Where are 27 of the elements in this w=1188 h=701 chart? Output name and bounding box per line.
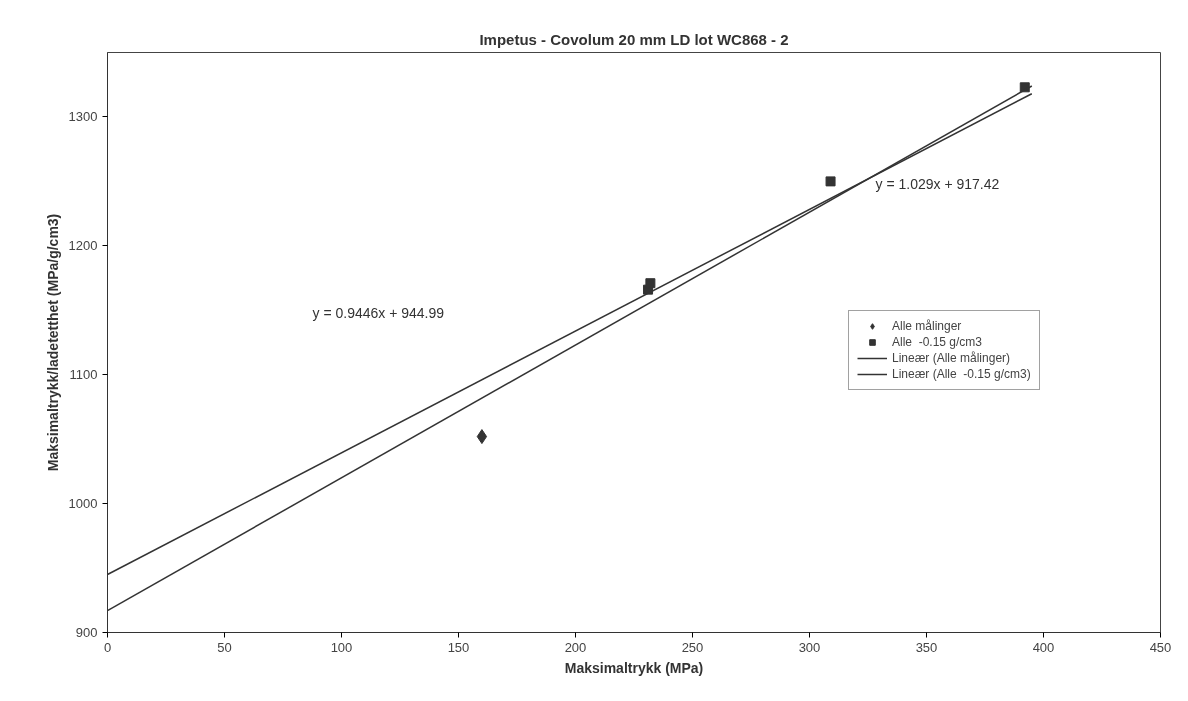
point <box>645 278 656 289</box>
x-tick-label: 250 <box>681 639 704 655</box>
y-tick-label: 1200 <box>68 238 98 254</box>
x-axis-title: Maksimaltrykk (MPa) <box>564 659 704 676</box>
legend-label: Lineær (Alle målinger) <box>892 351 1011 365</box>
annotation: y = 0.9446x + 944.99 <box>312 304 445 321</box>
x-tick-label: 100 <box>330 639 353 655</box>
x-tick-label: 350 <box>915 639 938 655</box>
chart-title: Impetus - Covolum 20 mm LD lot WC868 - 2 <box>479 30 789 48</box>
x-tick-label: 400 <box>1032 639 1055 655</box>
x-tick-label: 50 <box>217 639 232 655</box>
legend-label: Alle -0.15 g/cm3 <box>892 335 983 349</box>
legend-label: Lineær (Alle -0.15 g/cm3) <box>892 367 1031 381</box>
y-tick-label: 1000 <box>68 496 98 512</box>
point <box>825 176 836 187</box>
x-tick-label: 0 <box>103 639 112 655</box>
y-tick-label: 1100 <box>69 367 98 383</box>
x-tick-label: 450 <box>1149 639 1172 655</box>
x-tick-label: 200 <box>564 639 587 655</box>
y-axis-title: Maksimaltrykk/ladetetthet (MPa/g/cm3) <box>44 213 61 472</box>
point <box>476 429 488 445</box>
y-tick-label: 900 <box>75 625 98 640</box>
annotation: y = 1.029x + 917.42 <box>875 175 1000 192</box>
x-tick-label: 300 <box>798 639 821 655</box>
x-tick-label: 150 <box>447 639 470 655</box>
legend-label: Alle målinger <box>892 319 962 333</box>
y-tick-label: 1300 <box>68 109 98 125</box>
